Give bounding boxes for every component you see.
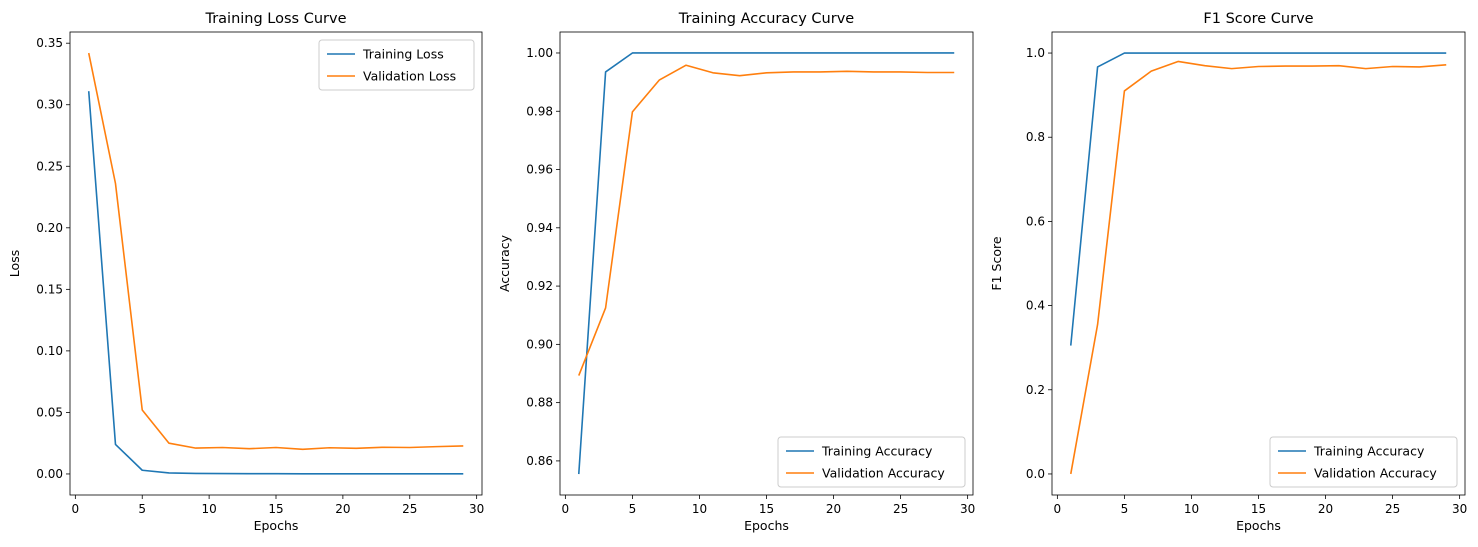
y-tick-label: 0.10 — [36, 344, 63, 358]
y-tick-label: 0.15 — [36, 282, 63, 296]
y-tick-label: 0.35 — [36, 36, 63, 50]
y-tick-label: 0.92 — [526, 279, 553, 293]
plot-frame — [69, 31, 483, 496]
y-tick-label: 0.25 — [36, 159, 63, 173]
x-axis-label: Epochs — [254, 518, 299, 533]
x-tick-label: 5 — [1121, 502, 1129, 516]
y-tick-label: 0.20 — [36, 221, 63, 235]
y-tick-label: 0.8 — [1026, 130, 1045, 144]
x-tick-label: 20 — [1318, 502, 1333, 516]
legend: Training Accuracy Validation Accuracy — [1269, 436, 1458, 488]
series-line-1 — [577, 52, 955, 475]
legend-label: Training Accuracy — [821, 444, 933, 459]
x-tick-label: 25 — [893, 502, 908, 516]
legend-label: Training Loss — [362, 47, 444, 62]
chart-title: Training Loss Curve — [204, 11, 346, 27]
legend-label: Validation Loss — [363, 69, 456, 84]
y-tick-label: 0.88 — [526, 396, 553, 410]
legend-box — [1269, 436, 1458, 488]
x-tick-label: 20 — [335, 502, 350, 516]
x-tick-label: 10 — [1184, 502, 1199, 516]
x-axis-label: Epochs — [744, 518, 789, 533]
plot-frame — [1051, 31, 1466, 496]
x-tick-label: 0 — [72, 502, 80, 516]
x-tick-label: 15 — [268, 502, 283, 516]
y-tick-label: 0.86 — [526, 454, 553, 468]
legend: Training Accuracy Validation Accuracy — [777, 436, 966, 488]
series-line-1 — [1069, 52, 1447, 346]
legend-label: Validation Accuracy — [1314, 466, 1437, 481]
x-tick-label: 0 — [562, 502, 570, 516]
x-tick-label: 5 — [138, 502, 146, 516]
series-line-2 — [578, 64, 955, 376]
y-tick-label: 0.00 — [36, 467, 63, 481]
x-tick-label: 15 — [759, 502, 774, 516]
y-tick-label: 1.0 — [1026, 46, 1045, 60]
chart-panel-2: Training Accuracy Curve 0 5 10 15 20 25 30 0.86 0… — [497, 11, 975, 533]
x-tick-label: 30 — [469, 502, 484, 516]
series-line-2 — [1069, 60, 1447, 475]
y-tick-label: 1.00 — [526, 46, 553, 60]
x-tick-label: 30 — [1452, 502, 1467, 516]
x-tick-label: 20 — [826, 502, 841, 516]
x-axis-label: Epochs — [1236, 518, 1281, 533]
y-tick-label: 0.0 — [1026, 467, 1045, 481]
y-axis-label: Loss — [7, 250, 22, 277]
x-tick-label: 10 — [692, 502, 707, 516]
x-tick-label: 15 — [1251, 502, 1266, 516]
series-line-2 — [87, 52, 464, 451]
chart-panel-1: Training Loss Curve 0 5 10 15 20 25 30 0.00 0.05 0… — [7, 11, 484, 533]
y-tick-label: 0.2 — [1026, 383, 1045, 397]
legend-box — [777, 436, 966, 488]
y-tick-label: 0.4 — [1026, 299, 1045, 313]
legend-label: Validation Accuracy — [822, 466, 945, 481]
series-line-1 — [87, 91, 464, 475]
chart-panel-3: F1 Score Curve 0 5 10 15 20 25 30 0.0 0.2 0.4 0.6 0.… — [989, 11, 1467, 533]
chart-title: F1 Score Curve — [1203, 11, 1313, 27]
legend-box — [318, 39, 475, 91]
chart-title: Training Accuracy Curve — [678, 11, 854, 27]
x-tick-label: 25 — [402, 502, 417, 516]
y-tick-label: 0.05 — [36, 405, 63, 419]
x-tick-label: 30 — [960, 502, 975, 516]
y-tick-label: 0.30 — [36, 98, 63, 112]
x-tick-label: 10 — [201, 502, 216, 516]
y-tick-label: 0.94 — [526, 221, 553, 235]
legend-label: Training Accuracy — [1313, 444, 1425, 459]
y-tick-label: 0.96 — [526, 163, 553, 177]
legend: Training Loss Validation Loss — [318, 39, 475, 91]
x-tick-label: 5 — [629, 502, 637, 516]
plot-frame — [559, 31, 974, 496]
y-axis-label: F1 Score — [989, 236, 1004, 290]
y-tick-label: 0.98 — [526, 104, 553, 118]
y-axis-label: Accuracy — [497, 234, 512, 292]
y-tick-label: 0.6 — [1026, 214, 1045, 228]
x-tick-label: 25 — [1385, 502, 1400, 516]
x-tick-label: 0 — [1054, 502, 1062, 516]
y-tick-label: 0.90 — [526, 337, 553, 351]
